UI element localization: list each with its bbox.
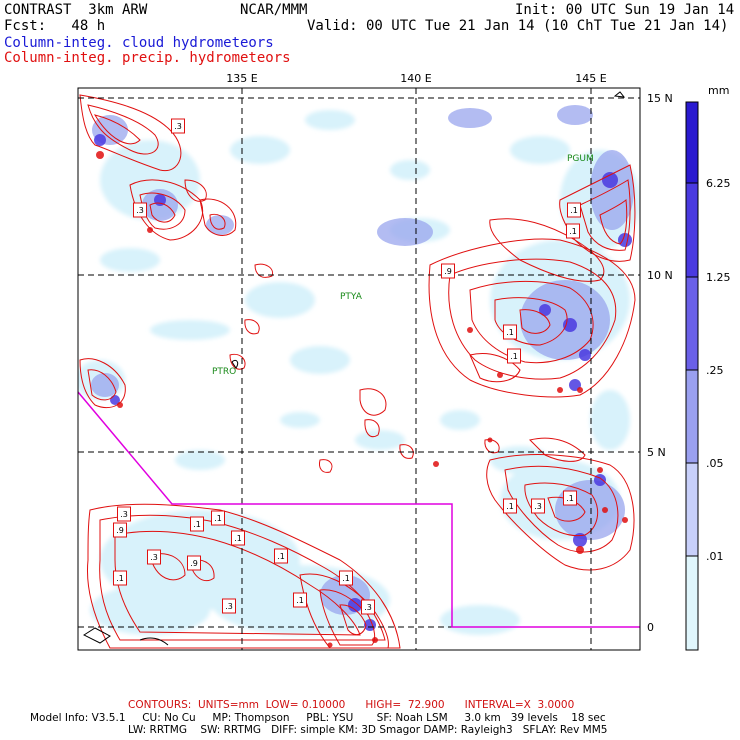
contour-label: .1 [342, 574, 350, 583]
contour-label-box [361, 599, 375, 615]
lat-label: 0 [647, 621, 654, 634]
contour-label: .1 [506, 328, 514, 337]
colorbar-segment [686, 277, 698, 370]
contour-label: .1 [506, 502, 514, 511]
contour-label: .1 [214, 514, 222, 523]
contour-label: .1 [116, 574, 124, 583]
contour-label: .1 [566, 494, 574, 503]
colorbar-segment [686, 102, 698, 183]
contour-label: .1 [570, 206, 578, 215]
colorbar-tick-label: .05 [706, 457, 724, 470]
precip-field-legend: Column-integ. precip. hydrometeors [4, 50, 291, 66]
contour-label: .9 [190, 559, 198, 568]
lat-label: 15 N [647, 92, 673, 105]
colorbar-segment [686, 183, 698, 277]
init-time: Init: 00 UTC Sun 19 Jan 14 [515, 2, 735, 18]
colorbar-tick-label: .25 [706, 364, 724, 377]
lon-label: 135 E [226, 72, 257, 85]
contour-label-box [117, 506, 131, 522]
contour-label-box [231, 530, 245, 546]
contour-label-box [566, 223, 580, 239]
contour-label-box [567, 202, 581, 218]
lon-label: 145 E [575, 72, 606, 85]
contour-label-box [531, 498, 545, 514]
contour-label: .9 [444, 267, 452, 276]
contour-label-box [503, 498, 517, 514]
contour-label-box [563, 490, 577, 506]
colorbar-segment [686, 463, 698, 556]
contour-label-box [133, 202, 147, 218]
contour-label-box [113, 522, 127, 538]
contour-label: .3 [136, 206, 144, 215]
contour-labels: .1.1.1.1.9.1.1.3.1.1.3.1.1.1.3.1.1.9.1.3… [113, 118, 581, 615]
contour-label: .3 [150, 553, 158, 562]
contour-info: CONTOURS: UNITS=mm LOW= 0.10000 HIGH= 72… [128, 699, 575, 711]
colorbar-tick-label: .01 [706, 550, 724, 563]
contour-label-box [339, 570, 353, 586]
contour-label: .1 [569, 227, 577, 236]
boundary-line [77, 391, 640, 628]
contour-label-box [293, 592, 307, 608]
colorbar-tick-label: 1.25 [706, 271, 731, 284]
contour-label-box [171, 118, 185, 134]
contour-label: .3 [364, 603, 372, 612]
contour-label: .1 [296, 596, 304, 605]
forecast-hour: Fcst: 48 h [4, 18, 106, 34]
contour-label: .3 [120, 510, 128, 519]
station-label: PGUM [567, 154, 594, 164]
colorbar-unit: mm [708, 84, 729, 97]
contour-label: .1 [277, 552, 285, 561]
model-title: CONTRAST 3km ARW [4, 2, 148, 18]
lon-label: 140 E [400, 72, 431, 85]
model-info-line1: Model Info: V3.5.1 CU: No Cu MP: Thompso… [30, 712, 606, 724]
contour-label-box [190, 516, 204, 532]
contour-label-box [222, 598, 236, 614]
lat-label: 5 N [647, 446, 666, 459]
contour-label: .3 [225, 602, 233, 611]
contour-label-box [113, 570, 127, 586]
institution-label: NCAR/MMM [240, 2, 308, 18]
contour-label: .3 [534, 502, 542, 511]
contour-label: .1 [234, 534, 242, 543]
coastlines [82, 91, 626, 646]
contour-label: .1 [510, 352, 518, 361]
cloud-field-legend: Column-integ. cloud hydrometeors [4, 35, 274, 51]
contour-label-box [211, 510, 225, 526]
contour-label-box [187, 555, 201, 571]
colorbar-segment [686, 370, 698, 463]
contour-label: .9 [116, 526, 124, 535]
contour-label-box [441, 263, 455, 279]
contour-label-box [147, 549, 161, 565]
lat-label: 10 N [647, 269, 673, 282]
contour-label-box [507, 348, 521, 364]
colorbar: mm 6.25 1.25 .25 .05 .01 [685, 84, 731, 651]
valid-time: Valid: 00 UTC Tue 21 Jan 14 (10 ChT Tue … [307, 18, 729, 34]
contour-label-box [503, 324, 517, 340]
station-label: PTRO [212, 367, 236, 377]
precip-contours [79, 94, 636, 649]
contour-label: .3 [174, 122, 182, 131]
model-info-line2: LW: RRTMG SW: RRTMG DIFF: simple KM: 3D … [128, 724, 608, 736]
contour-label: .1 [193, 520, 201, 529]
colorbar-segment [686, 556, 698, 650]
lat-lon-grid [78, 88, 640, 650]
contour-label-box [274, 548, 288, 564]
colorbar-tick-label: 6.25 [706, 177, 731, 190]
station-label: PTYA [340, 292, 363, 302]
